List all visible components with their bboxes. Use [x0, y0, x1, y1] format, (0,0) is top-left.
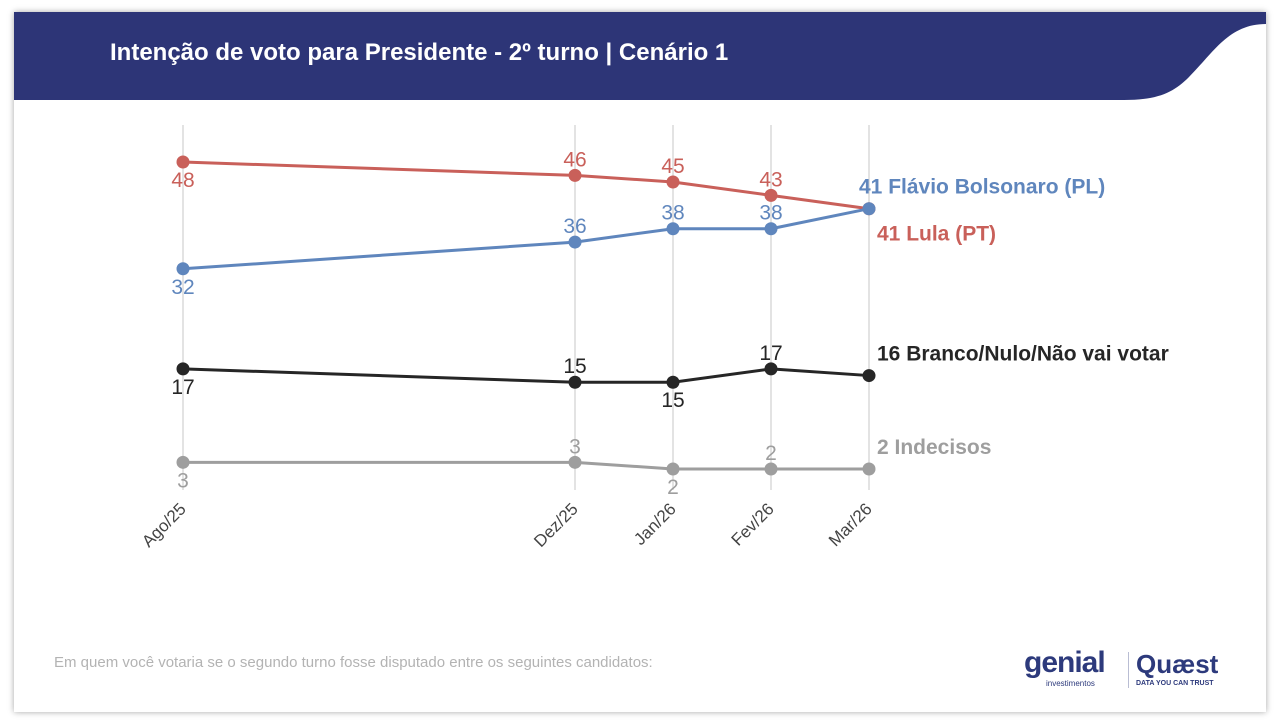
x-tick-label: Ago/25: [138, 499, 190, 551]
quaest-logo-tagline: DATA YOU CAN TRUST: [1136, 680, 1214, 687]
data-point-flavio: [568, 235, 582, 249]
data-label-branco: 15: [661, 389, 684, 412]
data-point-flavio: [862, 202, 876, 216]
data-label-branco: 15: [563, 355, 586, 378]
data-point-indecisos: [568, 455, 582, 469]
data-point-branco: [568, 375, 582, 389]
page-title: Intenção de voto para Presidente - 2º tu…: [110, 39, 729, 66]
data-label-branco: 17: [759, 342, 782, 365]
data-point-branco: [176, 362, 190, 376]
quaest-logo: Quæst: [1136, 649, 1219, 679]
chart-card: Intenção de voto para Presidente - 2º tu…: [14, 12, 1266, 712]
end-label-lula: 41 Lula (PT): [877, 223, 996, 246]
data-label-flavio: 38: [661, 202, 684, 225]
x-tick-label: Jan/26: [630, 499, 680, 549]
data-label-indecisos: 3: [569, 435, 581, 458]
data-label-lula: 45: [661, 155, 684, 178]
data-point-branco: [764, 362, 778, 376]
data-point-flavio: [764, 222, 778, 236]
data-label-indecisos: 2: [765, 442, 777, 465]
data-point-indecisos: [666, 462, 680, 476]
logos: genial investimentos Quæst DATA YOU CAN …: [1024, 648, 1244, 694]
x-tick-label: Fev/26: [728, 499, 778, 549]
header-banner-shape: [14, 12, 1266, 100]
x-tick-label: Mar/26: [825, 499, 876, 550]
data-point-lula: [176, 155, 190, 169]
end-label-branco: 16 Branco/Nulo/Não vai votar: [877, 343, 1169, 366]
data-label-flavio: 36: [563, 215, 586, 238]
genial-logo: genial: [1024, 646, 1106, 679]
data-label-branco: 17: [171, 376, 194, 399]
data-point-lula: [666, 175, 680, 189]
end-label-indecisos: 2 Indecisos: [877, 436, 991, 459]
logo-divider: [1128, 652, 1129, 688]
data-point-lula: [568, 168, 582, 182]
data-point-lula: [764, 188, 778, 202]
end-label-flavio: 41 Flávio Bolsonaro (PL): [859, 176, 1105, 199]
data-point-indecisos: [764, 462, 778, 476]
question-footnote: Em quem você votaria se o segundo turno …: [54, 654, 653, 671]
line-chart: Ago/25 Dez/25 Jan/26 Fev/26 Mar/26 48 46 45 43 41…: [138, 125, 1169, 551]
data-point-indecisos: [176, 455, 190, 469]
data-label-lula: 46: [563, 148, 586, 171]
data-point-flavio: [666, 222, 680, 236]
genial-logo-subtitle: investimentos: [1046, 679, 1095, 688]
x-tick-label: Dez/25: [530, 499, 582, 551]
data-label-flavio: 32: [171, 276, 194, 299]
data-label-indecisos: 3: [177, 469, 189, 492]
data-label-indecisos: 2: [667, 476, 679, 499]
data-point-branco: [862, 369, 876, 383]
data-label-lula: 43: [759, 168, 782, 191]
data-point-branco: [666, 375, 680, 389]
header-banner: [14, 12, 1266, 100]
data-point-indecisos: [862, 462, 876, 476]
data-label-flavio: 38: [759, 202, 782, 225]
data-point-flavio: [176, 262, 190, 276]
data-label-lula: 48: [171, 169, 194, 192]
